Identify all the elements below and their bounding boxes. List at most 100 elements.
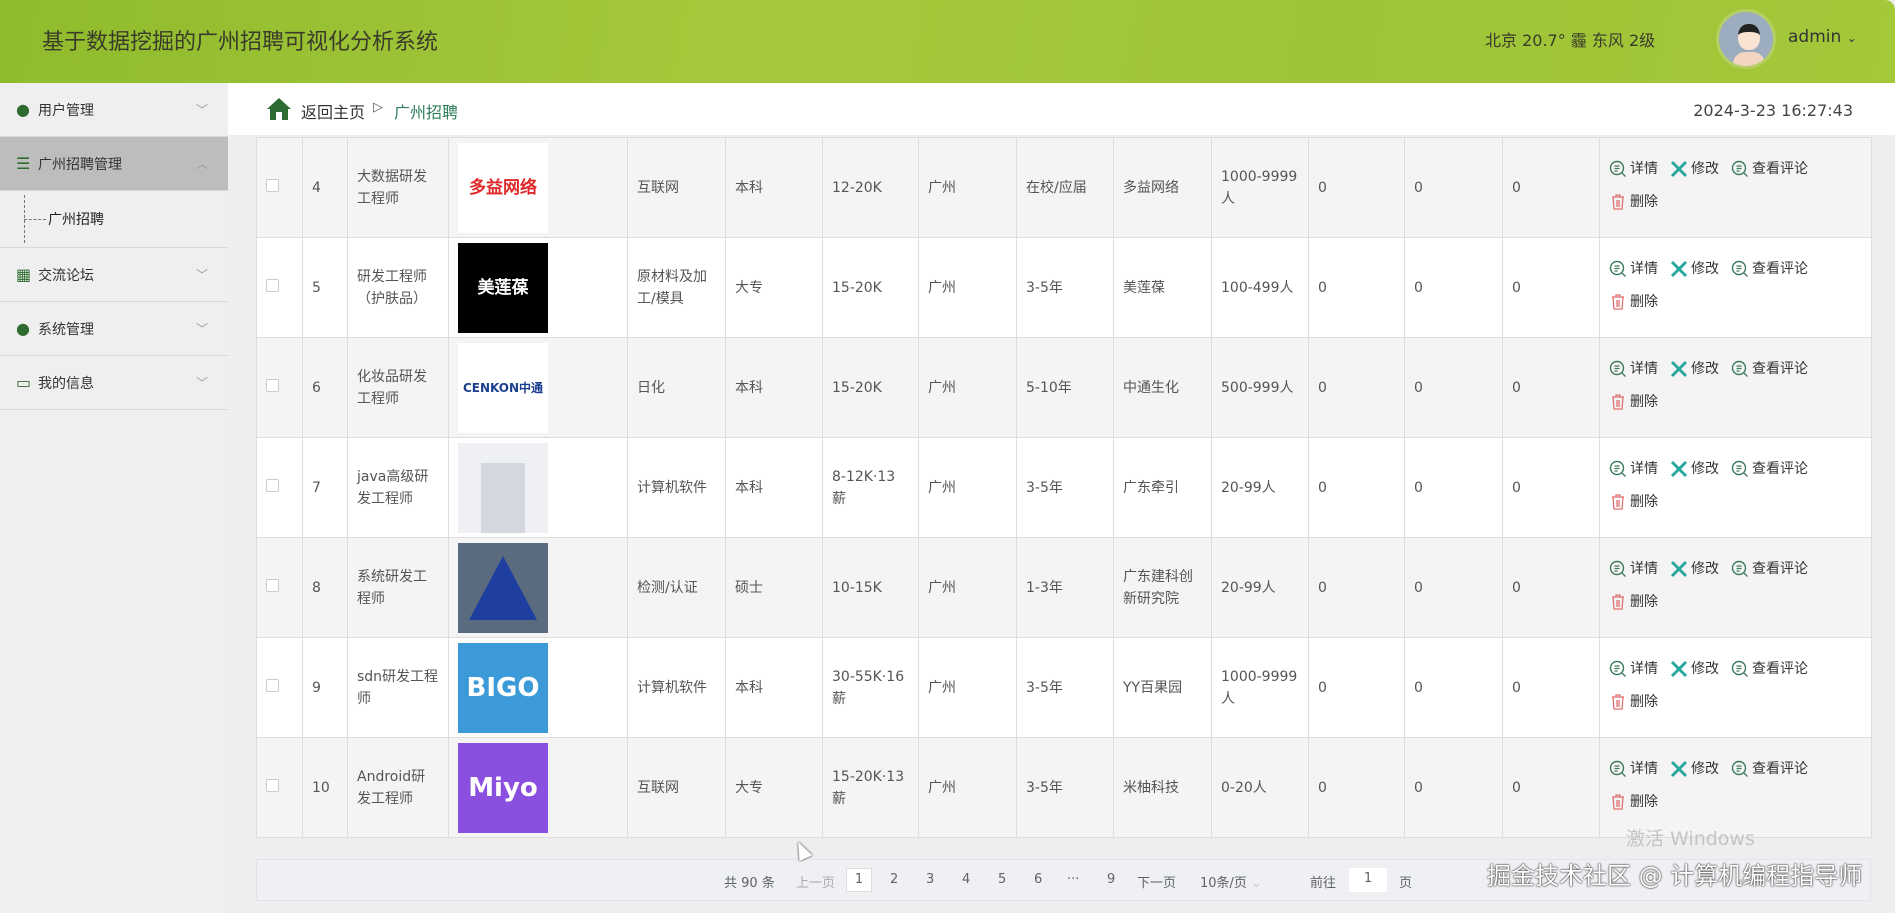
view-comments-button[interactable]: 查看评论 [1731, 655, 1808, 683]
edit-button[interactable]: 修改 [1670, 355, 1719, 383]
detail-icon [1609, 660, 1626, 677]
sidebar-item-system-management[interactable]: ● 系统管理 ﹀ [0, 302, 228, 356]
detail-button[interactable]: 详情 [1609, 555, 1658, 583]
row-checkbox[interactable] [266, 578, 279, 592]
logo-cell: CENKON中通 [448, 337, 628, 438]
trash-icon [1612, 593, 1624, 610]
view-comments-button[interactable]: 查看评论 [1731, 255, 1808, 283]
select-cell [256, 737, 303, 838]
chevron-down-icon: ⌄ [1251, 876, 1262, 891]
sidebar-item-recruitment-management[interactable]: ☰ 广州招聘管理 ︿ [0, 137, 228, 191]
delete-button[interactable]: 删除 [1609, 288, 1658, 316]
page-1-button[interactable]: 1 [846, 868, 872, 892]
count-3: 0 [1502, 137, 1600, 238]
logo-text: 美莲葆 [477, 277, 529, 298]
sidebar-item-user-management[interactable]: ● 用户管理 ﹀ [0, 83, 228, 137]
count-2: 0 [1404, 137, 1503, 238]
next-page-button[interactable]: 下一页 [1137, 876, 1177, 891]
goto-page-input[interactable]: 1 [1349, 868, 1387, 892]
edit-button[interactable]: 修改 [1670, 655, 1719, 683]
avatar[interactable] [1716, 9, 1776, 69]
view-comments-button[interactable]: 查看评论 [1731, 755, 1808, 783]
job-title: 系统研发工程师 [347, 537, 449, 638]
company-logo: 多益网络 [458, 142, 548, 233]
page-5-button[interactable]: 5 [998, 872, 1007, 887]
city: 广州 [918, 137, 1017, 238]
city: 广州 [918, 237, 1017, 338]
view-comments-button[interactable]: 查看评论 [1731, 155, 1808, 183]
more-pages-button[interactable]: ··· [1067, 872, 1080, 887]
breadcrumb-home-link[interactable]: 返回主页 [301, 103, 366, 122]
breadcrumb-current: 广州招聘 [394, 103, 459, 122]
logo-text: 多益网络 [469, 177, 537, 198]
industry: 计算机软件 [627, 437, 726, 538]
experience: 3-5年 [1016, 237, 1114, 338]
view-comments-button[interactable]: 查看评论 [1731, 455, 1808, 483]
page-2-button[interactable]: 2 [890, 872, 899, 887]
row-checkbox[interactable] [266, 278, 279, 292]
goto-label: 前往 [1310, 876, 1337, 891]
detail-button[interactable]: 详情 [1609, 455, 1658, 483]
salary: 10-15K [822, 537, 919, 638]
delete-button[interactable]: 删除 [1609, 388, 1658, 416]
page-size-select[interactable]: 10条/页 ⌄ [1200, 872, 1262, 891]
edit-button[interactable]: 修改 [1670, 455, 1719, 483]
education: 本科 [725, 437, 823, 538]
row-checkbox[interactable] [266, 178, 279, 192]
comments-icon [1731, 260, 1748, 277]
chevron-up-icon: ︿ [195, 157, 208, 171]
prev-page-button[interactable]: 上一页 [796, 876, 836, 891]
delete-button[interactable]: 删除 [1609, 188, 1658, 216]
delete-button[interactable]: 删除 [1609, 788, 1658, 816]
delete-button[interactable]: 删除 [1609, 688, 1658, 716]
page-6-button[interactable]: 6 [1034, 872, 1043, 887]
row-checkbox[interactable] [266, 678, 279, 692]
page-9-button[interactable]: 9 [1107, 872, 1116, 887]
total-count: 共 90 条 [724, 876, 775, 891]
sidebar-item-forum[interactable]: ▦ 交流论坛 ﹀ [0, 248, 228, 302]
row-checkbox[interactable] [266, 778, 279, 792]
count-1: 0 [1308, 737, 1405, 838]
table-row: 4 大数据研发工程师 多益网络 互联网 本科 12-20K 广州 在校/应届 多益网络 1000-… [256, 137, 1872, 238]
edit-button[interactable]: 修改 [1670, 155, 1719, 183]
count-3: 0 [1502, 637, 1600, 738]
count-2: 0 [1404, 637, 1503, 738]
detail-button[interactable]: 详情 [1609, 755, 1658, 783]
comments-icon [1731, 360, 1748, 377]
sidebar-item-my-info[interactable]: ▭ 我的信息 ﹀ [0, 356, 228, 410]
actions-cell: 详情 修改 查看评论 删除 [1599, 637, 1872, 738]
company-name: 多益网络 [1113, 137, 1212, 238]
trash-icon [1612, 693, 1624, 710]
edit-button[interactable]: 修改 [1670, 255, 1719, 283]
delete-button[interactable]: 删除 [1609, 588, 1658, 616]
page-4-button[interactable]: 4 [962, 872, 971, 887]
user-menu[interactable]: admin ⌄ [1788, 27, 1857, 47]
experience: 1-3年 [1016, 537, 1114, 638]
detail-button[interactable]: 详情 [1609, 655, 1658, 683]
row-number: 5 [302, 237, 348, 338]
job-title: sdn研发工程师 [347, 637, 449, 738]
row-checkbox[interactable] [266, 478, 279, 492]
delete-button[interactable]: 删除 [1609, 488, 1658, 516]
home-icon[interactable] [266, 97, 292, 121]
row-checkbox[interactable] [266, 378, 279, 392]
company-name: 广东建科创新研究院 [1113, 537, 1212, 638]
education: 大专 [725, 737, 823, 838]
sidebar-subitem-recruitment[interactable]: 广州招聘 [0, 191, 228, 248]
detail-button[interactable]: 详情 [1609, 255, 1658, 283]
detail-button[interactable]: 详情 [1609, 155, 1658, 183]
count-3: 0 [1502, 437, 1600, 538]
trash-icon [1612, 393, 1624, 410]
detail-button[interactable]: 详情 [1609, 355, 1658, 383]
page-size-value: 10条/页 [1200, 876, 1247, 891]
sidebar-item-label: 广州招聘管理 [38, 156, 122, 173]
edit-button[interactable]: 修改 [1670, 555, 1719, 583]
select-cell [256, 337, 303, 438]
page-3-button[interactable]: 3 [926, 872, 935, 887]
edit-button[interactable]: 修改 [1670, 755, 1719, 783]
list-icon: ☰ [16, 153, 31, 173]
actions-cell: 详情 修改 查看评论 删除 [1599, 137, 1872, 238]
view-comments-button[interactable]: 查看评论 [1731, 555, 1808, 583]
logo-cell: BIGO [448, 637, 628, 738]
view-comments-button[interactable]: 查看评论 [1731, 355, 1808, 383]
